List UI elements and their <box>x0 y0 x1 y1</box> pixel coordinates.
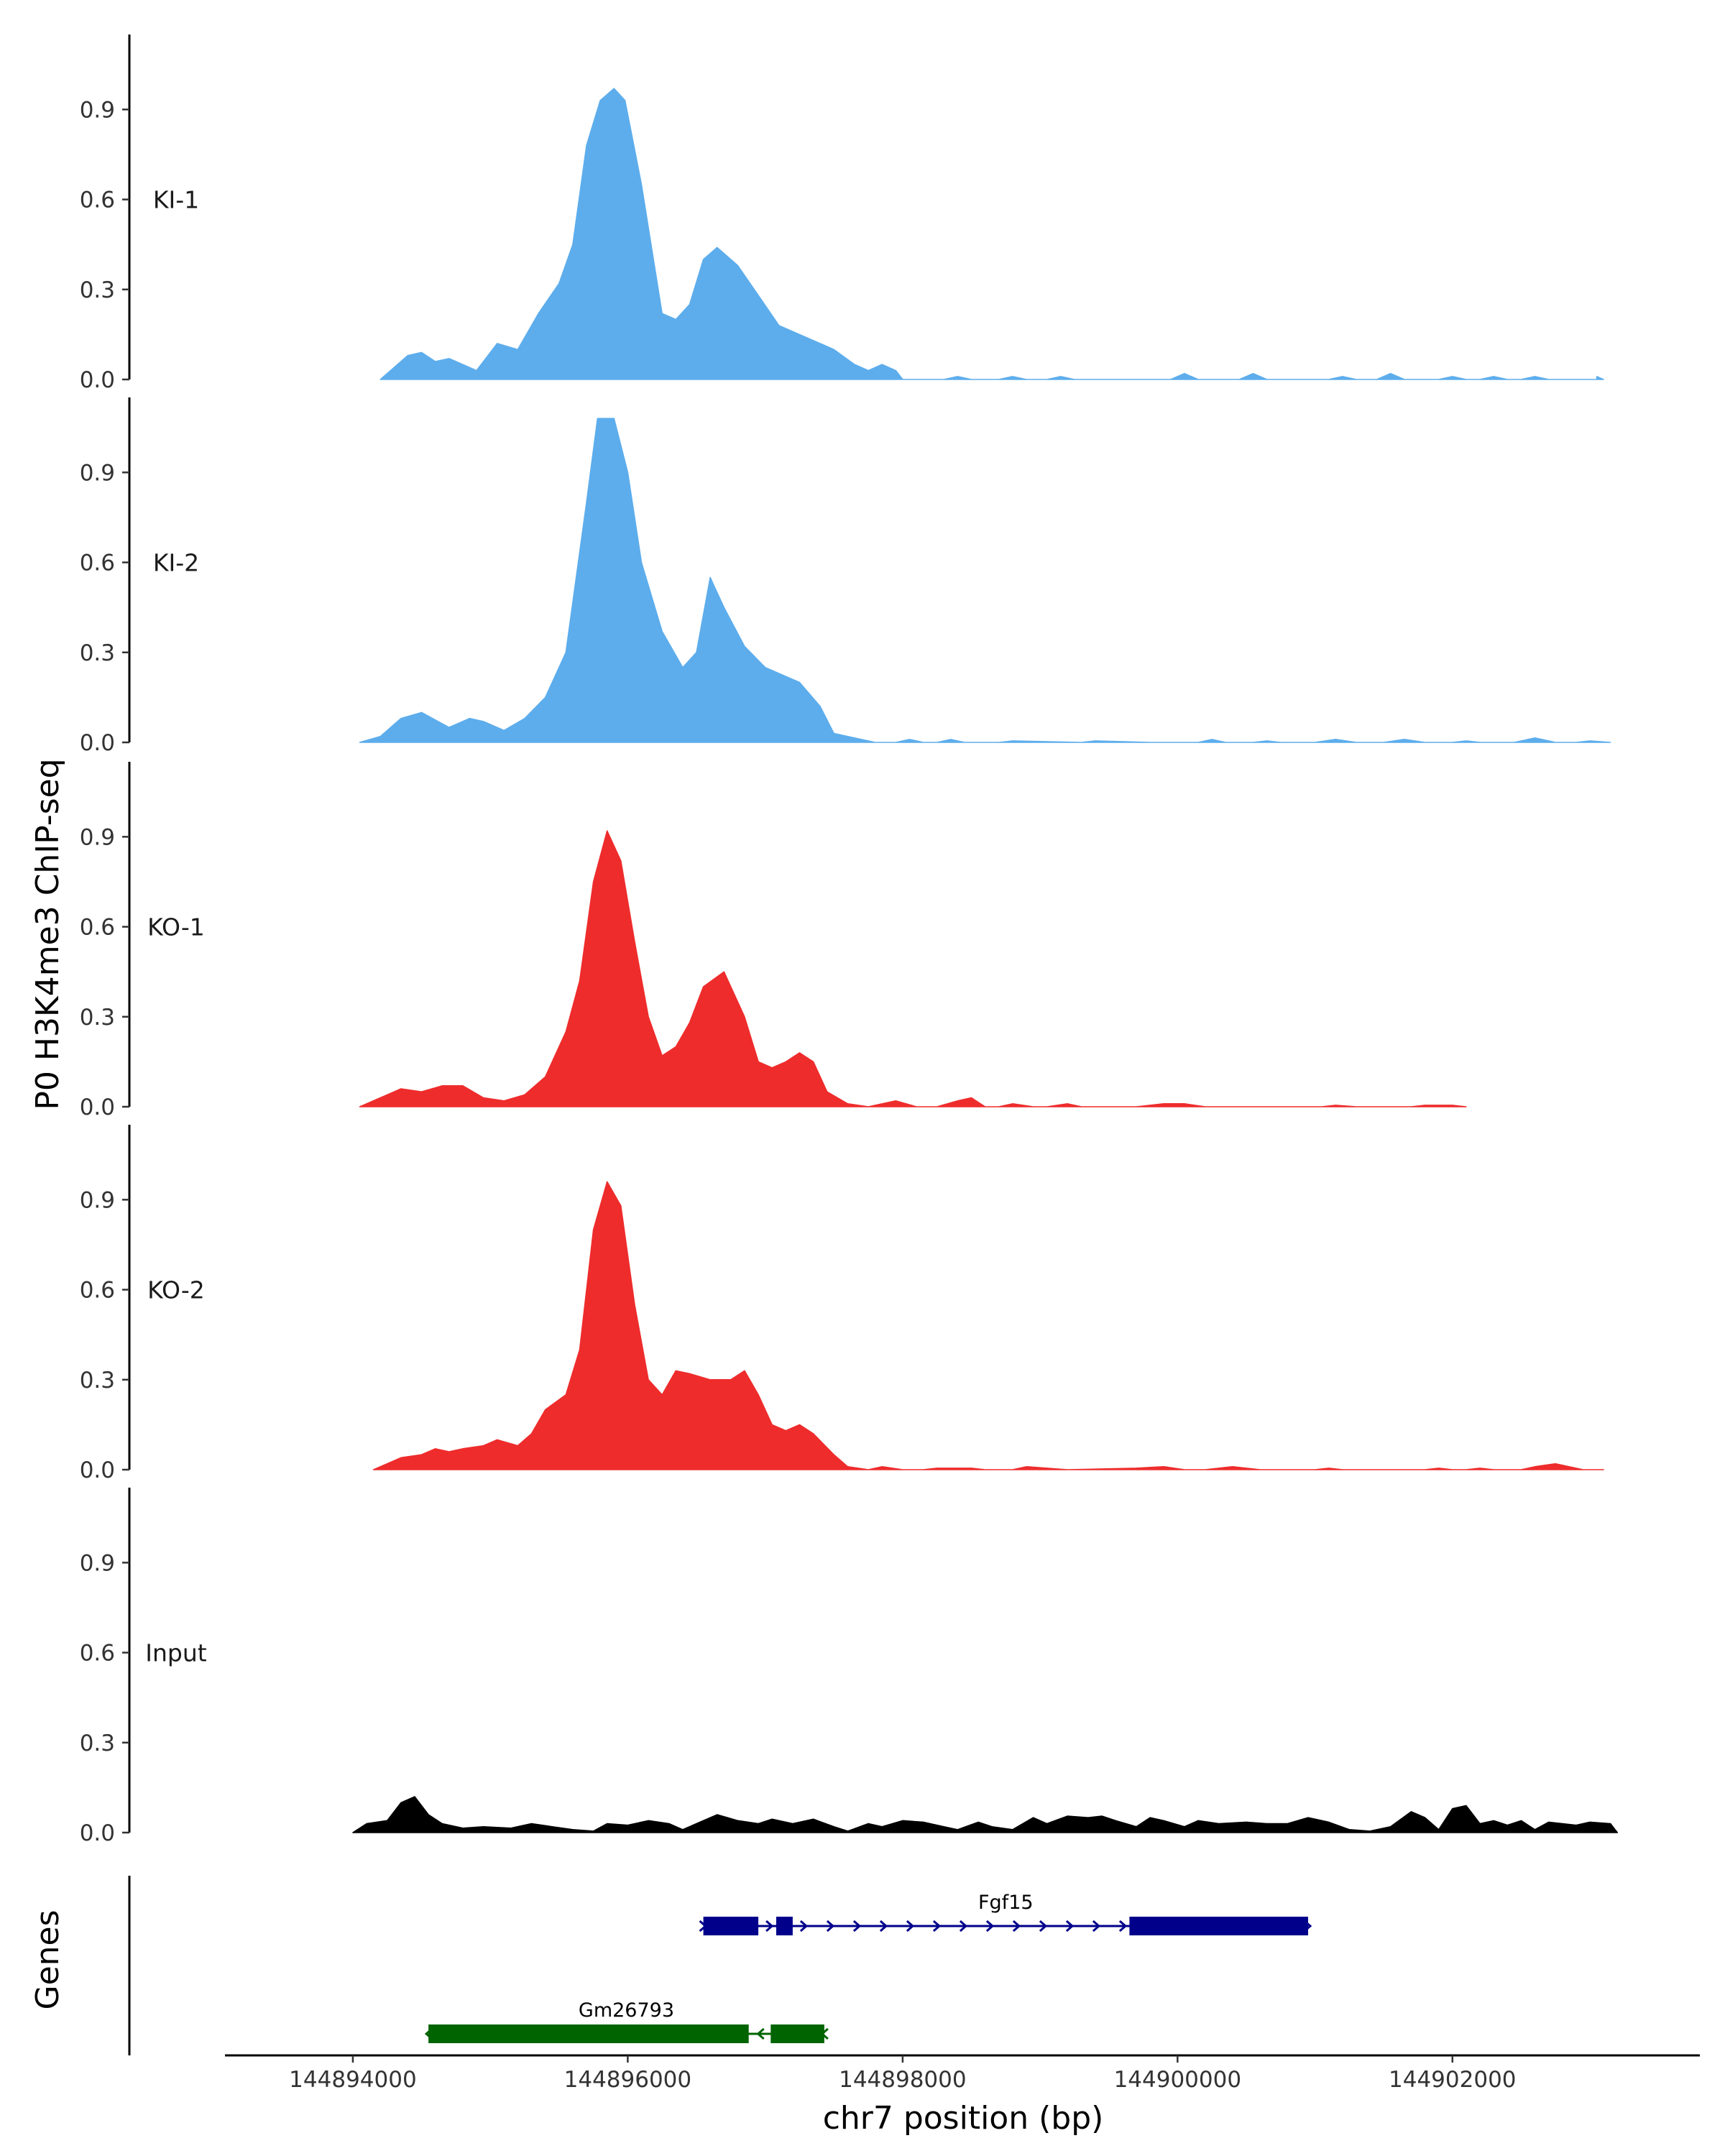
y-tick-label: 0.6 <box>80 550 115 576</box>
x-tick-label: 144902000 <box>1389 2067 1517 2093</box>
y-tick-label: 0.0 <box>80 1820 115 1846</box>
track-panel-ko-2: 0.0 0.3 0.6 0.9 KO-2 <box>80 1125 1604 1483</box>
strand-arrow <box>985 1920 995 1932</box>
strand-arrow <box>1092 1920 1101 1932</box>
y-tick-label: 0.3 <box>80 640 115 666</box>
track-panel-input: 0.0 0.3 0.6 0.9 Input <box>80 1488 1619 1846</box>
y-tick-label: 0.9 <box>80 97 115 123</box>
strand-arrow <box>879 1920 888 1932</box>
track-label: KI-1 <box>153 186 199 214</box>
signal-tracks: 0.00.30.60.9KI-10.00.30.60.9KI-20.00.30.… <box>80 34 1619 1846</box>
y-axis-title: P0 H3K4me3 ChIP-seq <box>29 758 66 1110</box>
track-label: Input <box>145 1639 207 1667</box>
strand-arrow <box>959 1920 968 1932</box>
y-tick-label: 0.0 <box>80 367 115 393</box>
strand-arrow <box>1012 1920 1021 1932</box>
strand-arrow <box>799 1920 809 1932</box>
y-tick-label: 0.3 <box>80 277 115 303</box>
track-panel-ko-1: 0.0 0.3 0.6 0.9 KO-1 <box>80 762 1467 1120</box>
gene-exon <box>428 2024 749 2043</box>
y-tick-label: 0.6 <box>80 1278 115 1304</box>
gene-exon <box>1129 1917 1308 1935</box>
y-tick-label: 0.0 <box>80 1457 115 1483</box>
y-tick-label: 0.0 <box>80 730 115 756</box>
x-axis-title: chr7 position (bp) <box>823 2100 1104 2137</box>
strand-arrow <box>932 1920 942 1932</box>
y-tick-label: 0.9 <box>80 460 115 486</box>
signal-area <box>359 830 1467 1107</box>
signal-area <box>372 1181 1604 1470</box>
track-label: KO-2 <box>147 1276 205 1304</box>
gene-exon <box>703 1917 759 1935</box>
genes-axis-title: Genes <box>29 1909 66 2009</box>
y-tick-label: 0.3 <box>80 1368 115 1393</box>
gene-track: Fgf15 Gm26793 <box>128 1876 1312 2055</box>
y-tick-label: 0.9 <box>80 1550 115 1576</box>
strand-arrow <box>765 1920 774 1932</box>
strand-arrow <box>852 1920 862 1932</box>
x-tick-label: 144898000 <box>839 2067 967 2093</box>
strand-arrow <box>906 1920 915 1932</box>
strand-arrow <box>756 2027 765 2040</box>
y-tick-label: 0.3 <box>80 1005 115 1031</box>
signal-area <box>380 88 1604 380</box>
gene-exon <box>776 1917 793 1935</box>
y-tick-label: 0.9 <box>80 824 115 850</box>
track-label: KO-1 <box>147 913 205 941</box>
x-tick-label: 144894000 <box>289 2067 417 2093</box>
y-tick-label: 0.0 <box>80 1095 115 1120</box>
y-tick-label: 0.6 <box>80 188 115 213</box>
y-tick-label: 0.6 <box>80 1641 115 1667</box>
signal-area <box>352 1796 1619 1833</box>
strand-arrow <box>826 1920 835 1932</box>
strand-arrow <box>1065 1920 1075 1932</box>
gene-label: Gm26793 <box>579 1999 674 2022</box>
x-tick-label: 144896000 <box>564 2067 692 2093</box>
gene-label: Fgf15 <box>978 1892 1034 1914</box>
gene-fgf15: Fgf15 <box>699 1892 1312 1935</box>
track-panel-ki-2: 0.0 0.3 0.6 0.9 KI-2 <box>80 397 1611 756</box>
x-axis: 144894000 144896000 144898000 144900000 1449… <box>225 2054 1700 2093</box>
signal-area <box>359 418 1611 743</box>
track-label: KI-2 <box>153 549 199 577</box>
x-tick-label: 144900000 <box>1114 2067 1242 2093</box>
gene-gm26793: Gm26793 <box>424 1999 829 2043</box>
strand-arrow <box>1039 1920 1048 1932</box>
strand-arrow <box>1118 1920 1128 1932</box>
y-tick-label: 0.6 <box>80 915 115 941</box>
y-tick-label: 0.9 <box>80 1187 115 1213</box>
track-panel-ki-1: 0.0 0.3 0.6 0.9 KI-1 <box>80 34 1604 393</box>
y-tick-label: 0.3 <box>80 1731 115 1756</box>
gene-exon <box>770 2024 824 2043</box>
